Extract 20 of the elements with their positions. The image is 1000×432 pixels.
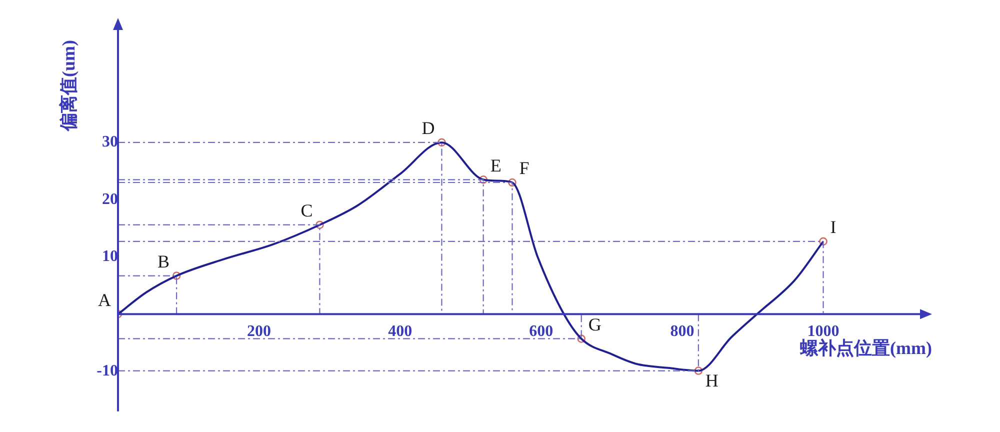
annotation: F — [519, 158, 530, 178]
y-tick-label: 30 — [102, 134, 118, 151]
annotation: A — [98, 290, 111, 310]
y-axis-title: 偏离值(um) — [58, 40, 79, 132]
annotation: G — [588, 314, 602, 334]
x-tick-label: 800 — [670, 322, 694, 340]
annotation: I — [830, 217, 836, 238]
x-tick-label: 400 — [388, 322, 412, 340]
annotation: B — [158, 252, 170, 272]
x-tick-label: 200 — [247, 322, 272, 340]
y-tick-label: 10 — [102, 248, 118, 266]
y-tick-label: -10 — [96, 362, 118, 380]
y-tick-label: 20 — [102, 190, 118, 208]
annotation: C — [300, 200, 313, 221]
annotation: E — [490, 155, 502, 176]
x-tick-label: 1000 — [807, 322, 840, 340]
x-tick-label: 600 — [529, 322, 554, 340]
x-axis-title: 螺补点位置(mm) — [799, 338, 932, 358]
annotation: D — [422, 118, 435, 138]
annotation: H — [705, 370, 718, 391]
